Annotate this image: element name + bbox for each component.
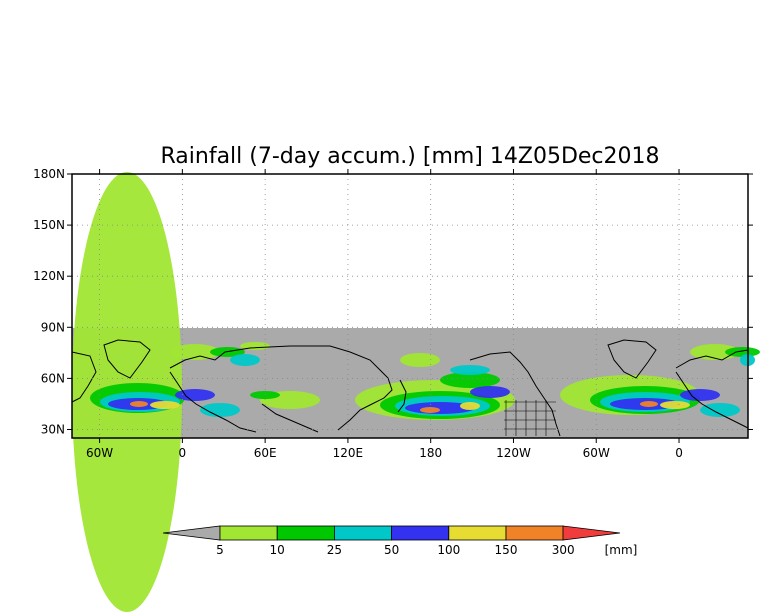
longitude-tick-label: 0 [179, 446, 187, 460]
colorbar-label: 10 [270, 543, 285, 557]
colorbar-right-arrow [562, 525, 621, 541]
longitude-tick-label: 120E [333, 446, 364, 460]
latitude-tick-label: 60N [41, 371, 65, 385]
colorbar-swatch [505, 525, 564, 541]
colorbar-label: 5 [216, 543, 224, 557]
rainfall-field [72, 172, 760, 612]
colorbar-label: 100 [437, 543, 460, 557]
latitude-tick-label: 180N [33, 167, 65, 181]
colorbar-left-arrow [162, 525, 221, 541]
colorbar-swatch [276, 525, 335, 541]
map-panel [71, 172, 760, 612]
longitude-tick-label: 120W [496, 446, 531, 460]
colorbar: 5 10 25 50 100 150 300 [mm] [162, 525, 638, 557]
longitude-axis: 60W 0 60E 120E 180 120W 60W 0 [86, 169, 683, 460]
colorbar-label: 50 [384, 543, 399, 557]
latitude-tick-label: 90N [41, 320, 65, 334]
latitude-tick-label: 30N [41, 422, 65, 436]
colorbar-swatch [391, 525, 450, 541]
longitude-tick-label: 180 [419, 446, 442, 460]
colorbar-label: 300 [552, 543, 575, 557]
map-title: Rainfall (7-day accum.) [mm] 14Z05Dec201… [160, 144, 659, 169]
map-grid [72, 173, 748, 438]
longitude-tick-label: 0 [675, 446, 683, 460]
colorbar-swatch [219, 525, 278, 541]
latitude-axis: 180N 150N 120N 90N 60N 30N [33, 167, 753, 436]
latitude-tick-label: 120N [33, 269, 65, 283]
colorbar-unit: [mm] [605, 543, 638, 557]
coastline-outlines [71, 339, 749, 437]
latitude-tick-label: 150N [33, 218, 65, 232]
colorbar-label: 25 [327, 543, 342, 557]
longitude-tick-label: 60W [86, 446, 113, 460]
colorbar-swatch [448, 525, 507, 541]
colorbar-swatch [333, 525, 392, 541]
longitude-tick-label: 60E [254, 446, 277, 460]
longitude-tick-label: 60W [583, 446, 610, 460]
map-frame [71, 173, 749, 439]
colorbar-label: 150 [495, 543, 518, 557]
